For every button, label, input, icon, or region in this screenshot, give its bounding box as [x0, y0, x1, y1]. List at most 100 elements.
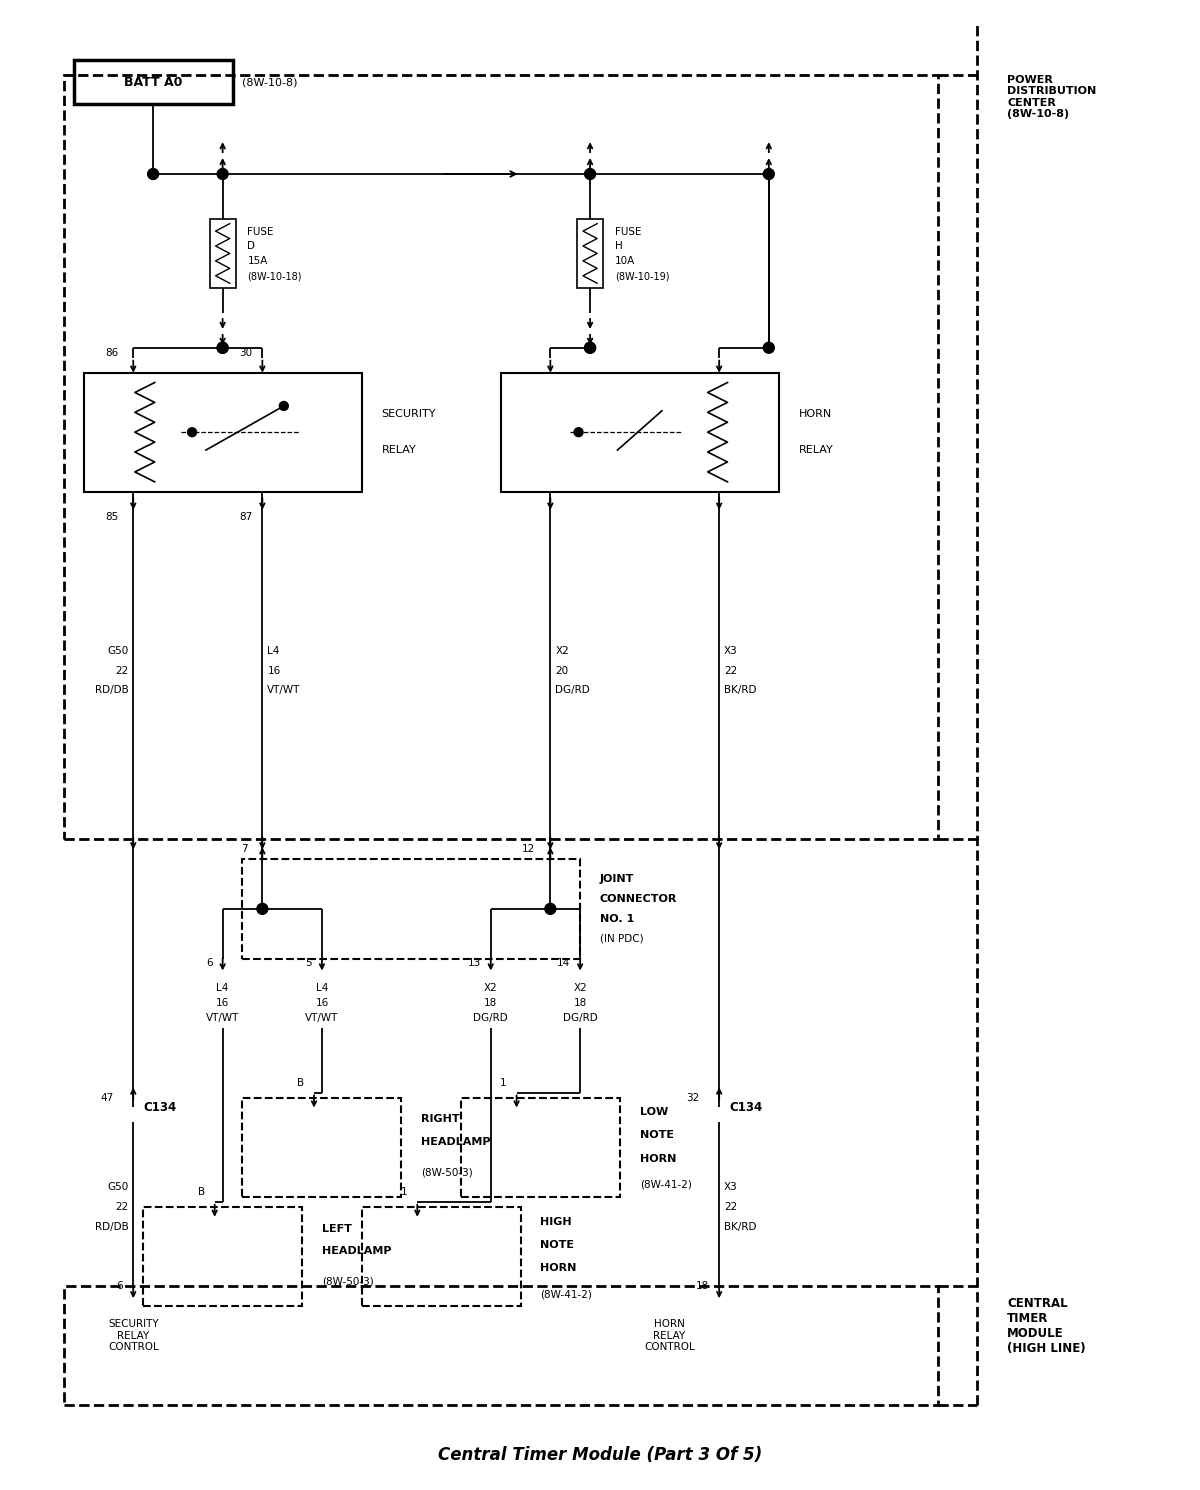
Text: 16: 16: [216, 998, 229, 1009]
Circle shape: [574, 428, 583, 437]
Text: CENTRAL
TIMER
MODULE
(HIGH LINE): CENTRAL TIMER MODULE (HIGH LINE): [1007, 1296, 1086, 1354]
Text: (IN PDC): (IN PDC): [600, 934, 643, 943]
Text: B: B: [198, 1188, 205, 1196]
Text: 5: 5: [305, 958, 312, 969]
Text: X3: X3: [724, 1182, 738, 1192]
Text: Central Timer Module (Part 3 Of 5): Central Timer Module (Part 3 Of 5): [438, 1445, 762, 1465]
Circle shape: [763, 168, 774, 179]
Circle shape: [280, 401, 288, 410]
Text: HORN: HORN: [640, 1155, 676, 1164]
Text: X2: X2: [484, 983, 498, 994]
Text: (8W-50-3): (8W-50-3): [322, 1277, 373, 1286]
Text: 22: 22: [724, 666, 737, 675]
Text: 16: 16: [268, 666, 281, 675]
Circle shape: [217, 343, 228, 353]
Text: L4: L4: [268, 645, 280, 656]
Text: 87: 87: [239, 511, 252, 522]
Text: X2: X2: [574, 983, 587, 994]
Text: FUSE: FUSE: [247, 226, 274, 237]
Bar: [84, 372, 361, 492]
Text: 30: 30: [239, 347, 252, 358]
Text: 12: 12: [522, 845, 535, 854]
Circle shape: [187, 428, 197, 437]
Text: VT/WT: VT/WT: [206, 1013, 239, 1024]
Text: B: B: [296, 1077, 304, 1088]
Text: (8W-10-19): (8W-10-19): [614, 271, 670, 282]
Text: 13: 13: [468, 958, 481, 969]
Text: 22: 22: [724, 1202, 737, 1211]
Text: 6: 6: [116, 1281, 124, 1292]
Text: 47: 47: [100, 1092, 114, 1103]
Text: VT/WT: VT/WT: [268, 685, 301, 696]
Text: 10A: 10A: [614, 256, 635, 267]
Bar: [577, 219, 602, 288]
Text: D: D: [247, 241, 256, 252]
Text: DG/RD: DG/RD: [473, 1013, 508, 1024]
Text: CONNECTOR: CONNECTOR: [600, 894, 677, 904]
Text: HORN: HORN: [799, 410, 832, 419]
Circle shape: [584, 343, 595, 353]
Text: 14: 14: [557, 958, 570, 969]
Text: HEADLAMP: HEADLAMP: [421, 1137, 491, 1147]
Text: (8W-10-18): (8W-10-18): [247, 271, 302, 282]
Circle shape: [257, 903, 268, 915]
Text: L4: L4: [216, 983, 229, 994]
Text: RELAY: RELAY: [799, 446, 833, 454]
Text: 86: 86: [106, 347, 119, 358]
Text: BK/RD: BK/RD: [724, 1222, 757, 1232]
Bar: [210, 219, 235, 288]
Circle shape: [545, 903, 556, 915]
Text: 16: 16: [316, 998, 329, 1009]
Text: NO. 1: NO. 1: [600, 913, 635, 924]
Text: G50: G50: [107, 1182, 128, 1192]
Text: RIGHT: RIGHT: [421, 1115, 460, 1125]
Text: DG/RD: DG/RD: [556, 685, 590, 696]
Text: HIGH: HIGH: [540, 1217, 572, 1226]
Text: NOTE: NOTE: [540, 1240, 575, 1250]
Bar: [64, 74, 937, 839]
Circle shape: [584, 168, 595, 179]
Circle shape: [148, 168, 158, 179]
Text: 15A: 15A: [247, 256, 268, 267]
Text: HEADLAMP: HEADLAMP: [322, 1247, 391, 1256]
Text: 18: 18: [574, 998, 587, 1009]
Text: HORN: HORN: [540, 1264, 577, 1274]
Text: 32: 32: [686, 1092, 700, 1103]
Text: 18: 18: [484, 998, 497, 1009]
Text: POWER
DISTRIBUTION
CENTER
(8W-10-8): POWER DISTRIBUTION CENTER (8W-10-8): [1007, 74, 1097, 119]
Text: G50: G50: [107, 645, 128, 656]
Bar: [73, 60, 233, 104]
Text: X3: X3: [724, 645, 738, 656]
Circle shape: [763, 343, 774, 353]
Text: RD/DB: RD/DB: [95, 1222, 128, 1232]
Text: (8W-41-2): (8W-41-2): [640, 1180, 691, 1191]
Text: L4: L4: [316, 983, 328, 994]
Bar: [500, 372, 779, 492]
Text: HORN
RELAY
CONTROL: HORN RELAY CONTROL: [644, 1319, 695, 1353]
Circle shape: [584, 343, 595, 353]
Text: (8W-41-2): (8W-41-2): [540, 1289, 593, 1299]
Text: H: H: [614, 241, 623, 252]
Circle shape: [217, 168, 228, 179]
Text: RELAY: RELAY: [382, 446, 416, 454]
Text: (8W-10-8): (8W-10-8): [242, 77, 298, 86]
Circle shape: [217, 343, 228, 353]
Bar: [242, 860, 580, 958]
Text: 20: 20: [556, 666, 569, 675]
Text: 1: 1: [500, 1077, 506, 1088]
Text: 22: 22: [115, 1202, 128, 1211]
Text: 85: 85: [106, 511, 119, 522]
Text: VT/WT: VT/WT: [305, 1013, 338, 1024]
Text: BK/RD: BK/RD: [724, 685, 757, 696]
Text: 1: 1: [401, 1188, 407, 1196]
Text: LOW: LOW: [640, 1107, 668, 1118]
Text: 6: 6: [206, 958, 212, 969]
Bar: [242, 1098, 401, 1196]
Text: NOTE: NOTE: [640, 1131, 673, 1140]
Text: BATT A0: BATT A0: [124, 76, 182, 88]
Text: 22: 22: [115, 666, 128, 675]
Text: SECURITY
RELAY
CONTROL: SECURITY RELAY CONTROL: [108, 1319, 158, 1353]
Text: FUSE: FUSE: [614, 226, 641, 237]
Bar: [64, 1286, 937, 1405]
Text: RD/DB: RD/DB: [95, 685, 128, 696]
